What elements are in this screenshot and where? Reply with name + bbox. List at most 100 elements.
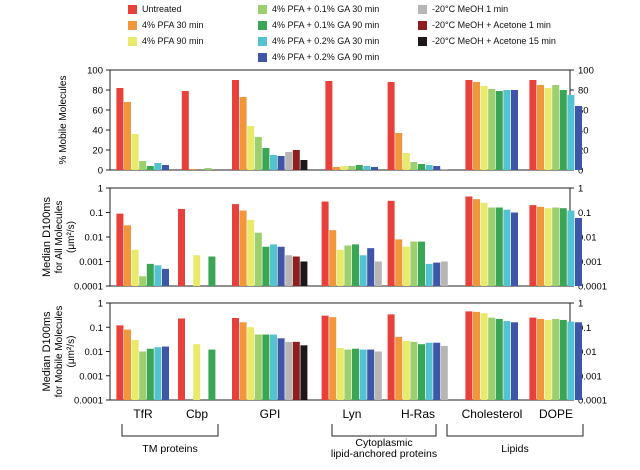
y-tick-label-right: 0.0001 — [578, 396, 607, 407]
bar-dope-2 — [537, 85, 544, 170]
legend-item-meoh-1: -20°C MeOH 1 min — [418, 4, 508, 15]
y-tick-label-left: 0.001 — [79, 257, 103, 268]
y-tick-label-right: 1 — [578, 184, 583, 195]
bar-tfr-1 — [116, 325, 124, 400]
legend-swatch — [128, 21, 137, 30]
y-tick-label-left: 0.1 — [90, 323, 103, 334]
legend-label: 4% PFA + 0.2% GA 90 min — [272, 52, 380, 62]
bar-cholesterol-5 — [495, 207, 503, 286]
bar-lyn-6 — [359, 349, 367, 400]
bar-gpi-6 — [270, 244, 277, 286]
y-tick-label-right: 0.1 — [578, 323, 591, 334]
bar-hras-2 — [395, 133, 403, 170]
bar-dope-4 — [552, 318, 560, 400]
bar-hras-4 — [410, 162, 418, 170]
legend-item-pfa-ga01-90: 4% PFA + 0.1% GA 90 min — [258, 20, 379, 31]
bar-gpi-10 — [300, 261, 308, 286]
legend-swatch — [258, 5, 267, 14]
bar-tfr-5 — [146, 263, 154, 286]
legend-swatch — [128, 37, 137, 46]
bar-tfr-6 — [154, 265, 162, 286]
legend-label: 4% PFA + 0.1% GA 30 min — [272, 4, 380, 14]
bar-gpi-4 — [254, 334, 262, 400]
bar-hras-8 — [440, 169, 448, 170]
bar-lyn-3 — [336, 249, 344, 286]
bar-gpi-3 — [247, 327, 255, 400]
bar-cholesterol-1 — [465, 80, 473, 170]
bar-gpi-3 — [247, 126, 255, 170]
y-tick-label-left: 40 — [92, 126, 103, 137]
bar-hras-3 — [402, 153, 410, 170]
bar-cholesterol-6 — [503, 321, 511, 400]
y-tick-label-left: 0.1 — [90, 208, 103, 219]
bar-hras-1 — [387, 314, 395, 400]
y-tick-label-right: 20 — [578, 146, 589, 157]
bar-tfr-4 — [139, 161, 147, 170]
bar-cholesterol-3 — [480, 313, 488, 400]
bar-lyn-6 — [359, 255, 367, 286]
y-tick-label-right: 60 — [578, 106, 589, 117]
bar-gpi-4 — [254, 137, 262, 170]
bar-dope-3 — [544, 208, 552, 286]
legend-label: Untreated — [142, 4, 182, 14]
legend-label: -20°C MeOH + Acetone 1 min — [432, 20, 551, 30]
bar-cholesterol-7 — [511, 212, 518, 286]
bar-tfr-6 — [154, 163, 162, 170]
legend-item-pfa-ga01-30: 4% PFA + 0.1% GA 30 min — [258, 4, 379, 15]
bar-lyn-2 — [333, 167, 340, 170]
y-tick-label-right: 0.001 — [578, 371, 602, 382]
bar-dope-7 — [575, 217, 582, 286]
bar-cbp-1 — [178, 208, 185, 286]
bar-tfr-7 — [162, 165, 169, 170]
bar-gpi-5 — [262, 334, 270, 400]
bar-dope-1 — [529, 205, 537, 286]
category-label: Cbp — [186, 407, 208, 421]
bar-gpi-1 — [232, 204, 239, 286]
y-axis-label: (μm²/s) — [66, 336, 77, 368]
bar-tfr-1 — [116, 213, 124, 286]
group-label: Lipids — [501, 443, 528, 455]
bar-dope-6 — [567, 321, 575, 400]
y-tick-label-right: 0.01 — [578, 347, 597, 358]
group-label: lipid-anchored proteins — [331, 448, 437, 460]
bar-cholesterol-6 — [503, 209, 511, 286]
bar-gpi-3 — [247, 219, 255, 286]
bar-dope-4 — [552, 85, 560, 170]
group-label: Cytoplasmic — [355, 437, 412, 449]
bar-lyn-1 — [321, 201, 329, 286]
legend-swatch — [418, 37, 427, 46]
bar-gpi-6 — [270, 155, 277, 170]
bar-lyn-7 — [367, 248, 375, 286]
bar-cholesterol-7 — [511, 322, 518, 400]
bar-dope-7 — [575, 322, 582, 400]
legend-item-pfa-90: 4% PFA 90 min — [128, 36, 204, 47]
y-tick-label-right: 80 — [578, 86, 589, 97]
bar-cholesterol-2 — [473, 199, 480, 286]
bar-lyn-6 — [363, 166, 371, 170]
y-tick-label-right: 100 — [578, 66, 594, 77]
bar-dope-5 — [559, 319, 567, 400]
bar-gpi-2 — [239, 322, 247, 400]
bar-hras-6 — [425, 263, 433, 286]
bar-lyn-1 — [321, 315, 329, 400]
bar-tfr-1 — [116, 88, 124, 170]
panel-2: 0.0001 0.0001 0.001 0.001 0.01 0.01 0.1 0.1 1 1 Me… — [41, 184, 607, 293]
legend-swatch — [258, 53, 267, 62]
bar-dope-6 — [567, 95, 575, 170]
legend-label: 4% PFA 30 min — [142, 20, 204, 30]
bar-cbp-4 — [204, 168, 212, 170]
bar-gpi-7 — [277, 246, 285, 286]
bar-dope-5 — [559, 90, 567, 170]
bar-tfr-7 — [162, 346, 169, 400]
bar-gpi-5 — [262, 148, 270, 170]
bar-dope-4 — [552, 207, 560, 286]
legend-label: 4% PFA 90 min — [142, 36, 204, 46]
bar-gpi-8 — [285, 152, 293, 170]
bar-tfr-3 — [131, 249, 139, 286]
bar-gpi-10 — [300, 345, 308, 400]
bar-cbp-5 — [208, 349, 216, 400]
bar-hras-4 — [410, 341, 418, 400]
group-bracket — [121, 424, 219, 437]
bar-cbp-1 — [178, 318, 185, 400]
